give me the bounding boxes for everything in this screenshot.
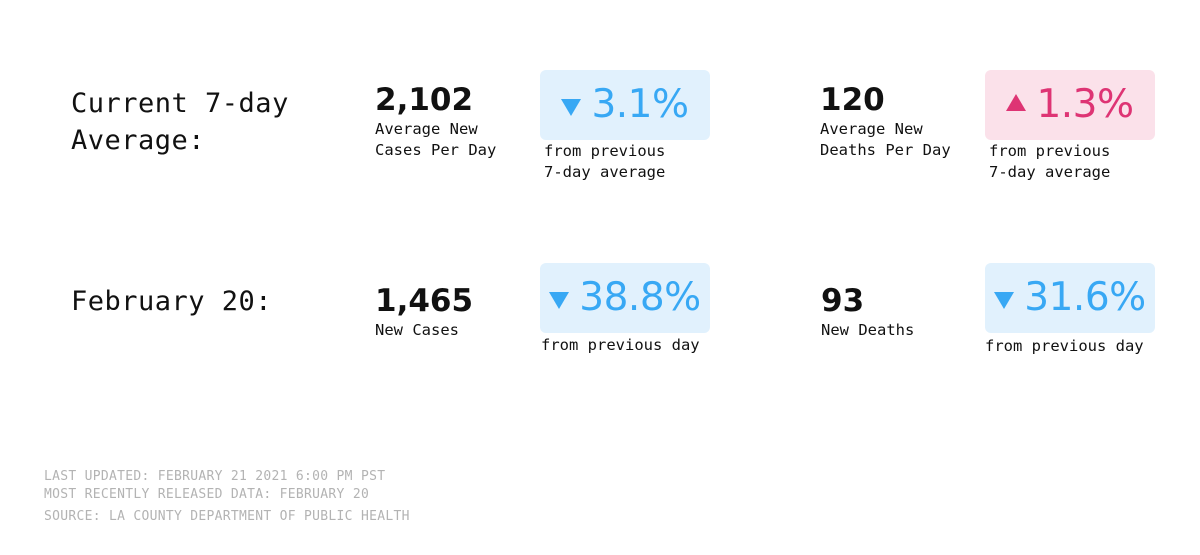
stat-description: Average New Cases Per Day (375, 120, 497, 159)
triangle-down-icon (994, 291, 1015, 309)
stat-avg-new-deaths: 120 Average New Deaths Per Day (820, 83, 951, 161)
row-label-7-day-average: Current 7-day Average: (71, 88, 289, 156)
stat-value: 93 (821, 283, 865, 319)
change-badge-avg-deaths: 1.3% (985, 70, 1155, 140)
stat-value: 2,102 (375, 82, 474, 118)
triangle-down-icon (549, 291, 570, 309)
stat-new-deaths: 93 New Deaths (821, 284, 914, 341)
stat-value: 120 (820, 82, 885, 118)
change-note: from previous 7-day average (989, 142, 1111, 181)
change-badge-new-cases: 38.8% (540, 263, 710, 333)
footer-source: SOURCE: LA COUNTY DEPARTMENT OF PUBLIC H… (44, 509, 410, 524)
change-percent: 31.6% (1024, 275, 1146, 320)
stat-avg-new-cases: 2,102 Average New Cases Per Day (375, 83, 496, 161)
change-note: from previous day (985, 337, 1144, 355)
change-percent: 3.1% (591, 82, 689, 127)
stat-description: Average New Deaths Per Day (820, 120, 951, 159)
change-badge-avg-cases: 3.1% (540, 70, 710, 140)
change-percent: 1.3% (1036, 82, 1134, 127)
stat-description: New Deaths (821, 321, 915, 339)
stat-value: 1,465 (375, 283, 474, 319)
triangle-down-icon (561, 98, 582, 116)
change-badge-new-deaths: 31.6% (985, 263, 1155, 333)
row-label-february-20: February 20: (71, 286, 273, 317)
triangle-up-icon (1006, 93, 1027, 111)
change-percent: 38.8% (579, 275, 701, 320)
stat-new-cases: 1,465 New Cases (375, 284, 473, 341)
footer-released-data: MOST RECENTLY RELEASED DATA: FEBRUARY 20 (44, 487, 370, 502)
stat-description: New Cases (375, 321, 459, 339)
change-note: from previous 7-day average (544, 142, 666, 181)
footer-last-updated: LAST UPDATED: FEBRUARY 21 2021 6:00 PM P… (44, 469, 386, 484)
change-note: from previous day (541, 336, 700, 354)
